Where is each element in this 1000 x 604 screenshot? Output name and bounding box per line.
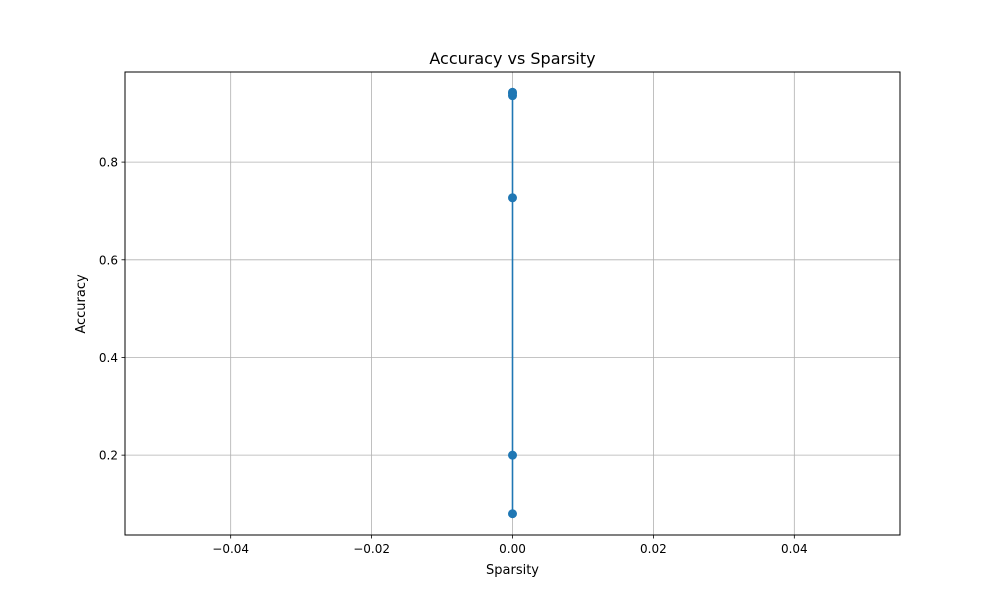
y-tick-label: 0.2 — [99, 449, 118, 463]
chart-title: Accuracy vs Sparsity — [429, 49, 595, 68]
axis-ticks: −0.04 −0.02 0.00 0.02 0.04 0.2 0.4 0.6 0.8 — [99, 156, 808, 556]
x-tick-label: −0.02 — [353, 542, 390, 556]
x-tick-label: 0.02 — [640, 542, 667, 556]
y-tick-label: 0.6 — [99, 253, 118, 267]
data-point — [508, 87, 517, 97]
x-axis-label: Sparsity — [486, 563, 539, 578]
data-series — [508, 87, 517, 519]
data-point — [508, 509, 517, 519]
y-axis-label: Accuracy — [74, 274, 89, 334]
x-tick-label: −0.04 — [212, 542, 249, 556]
x-tick-label: 0.04 — [781, 542, 808, 556]
x-tick-label: 0.00 — [499, 542, 526, 556]
data-point — [508, 450, 517, 460]
y-tick-label: 0.4 — [99, 351, 118, 365]
y-tick-label: 0.8 — [99, 156, 118, 170]
data-point — [508, 193, 517, 203]
